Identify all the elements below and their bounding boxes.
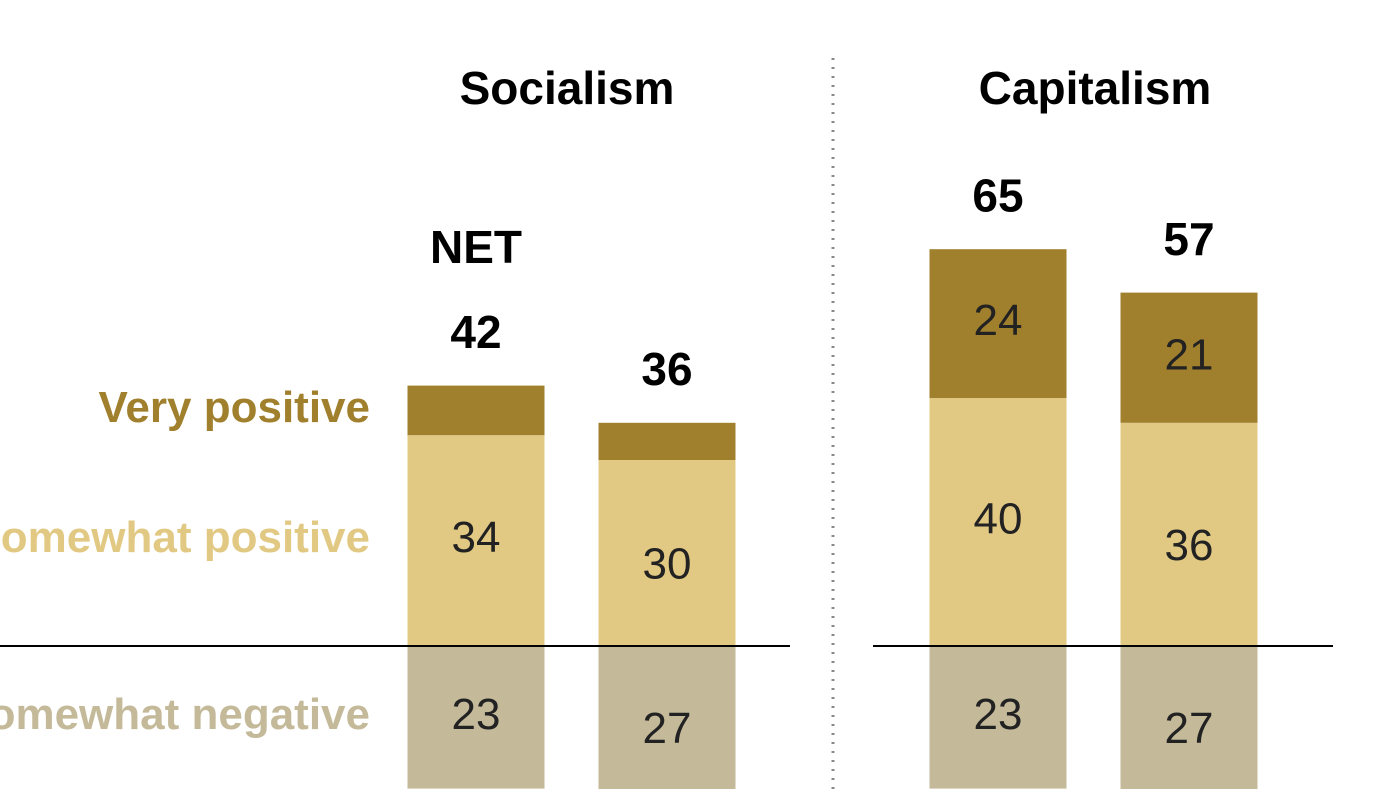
legend-label: Somewhat negative (0, 690, 370, 739)
panel-title: Capitalism (979, 62, 1212, 114)
bar-segment (929, 646, 1067, 789)
value-label: 27 (643, 704, 692, 753)
bar-segment (1120, 646, 1258, 789)
net-total: 42 (450, 306, 501, 358)
value-label: 36 (1165, 521, 1214, 570)
bar-segment (598, 422, 736, 460)
value-label: 40 (974, 495, 1023, 544)
legend-label: Very positive (99, 383, 370, 432)
bar-segment (598, 646, 736, 789)
value-label: 27 (1165, 704, 1214, 753)
bar-segment (929, 249, 1067, 398)
value-label: 23 (452, 690, 501, 739)
bar-segment (1120, 422, 1258, 646)
bar-segment (407, 385, 545, 436)
legend-label: Somewhat positive (0, 513, 370, 562)
value-label: 24 (974, 296, 1023, 345)
bar-segment (1120, 292, 1258, 423)
net-total: 65 (972, 169, 1023, 221)
net-total: 57 (1163, 213, 1214, 265)
value-label: 30 (643, 540, 692, 589)
value-label: 23 (974, 690, 1023, 739)
value-label: 34 (452, 513, 501, 562)
bar-segment (407, 435, 545, 646)
value-label: 21 (1165, 330, 1214, 379)
net-total: 36 (641, 343, 692, 395)
bar-segment (407, 646, 545, 789)
bar-segment (929, 398, 1067, 646)
net-title: NET (430, 221, 522, 273)
panel-title: Socialism (460, 62, 675, 114)
bar-segment (598, 460, 736, 646)
